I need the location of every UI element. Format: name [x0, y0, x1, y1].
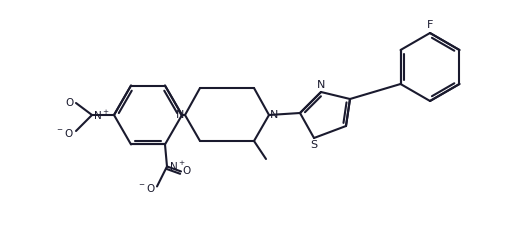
Text: N$^+$: N$^+$ [93, 108, 110, 121]
Text: F: F [427, 20, 433, 30]
Text: N: N [176, 110, 184, 120]
Text: N: N [317, 80, 325, 90]
Text: N$^+$: N$^+$ [169, 160, 185, 173]
Text: S: S [310, 140, 318, 150]
Text: $^-$O: $^-$O [55, 127, 74, 139]
Text: $^-$O: $^-$O [137, 183, 156, 194]
Text: O: O [182, 166, 190, 176]
Text: N: N [270, 110, 278, 120]
Text: O: O [66, 98, 74, 108]
